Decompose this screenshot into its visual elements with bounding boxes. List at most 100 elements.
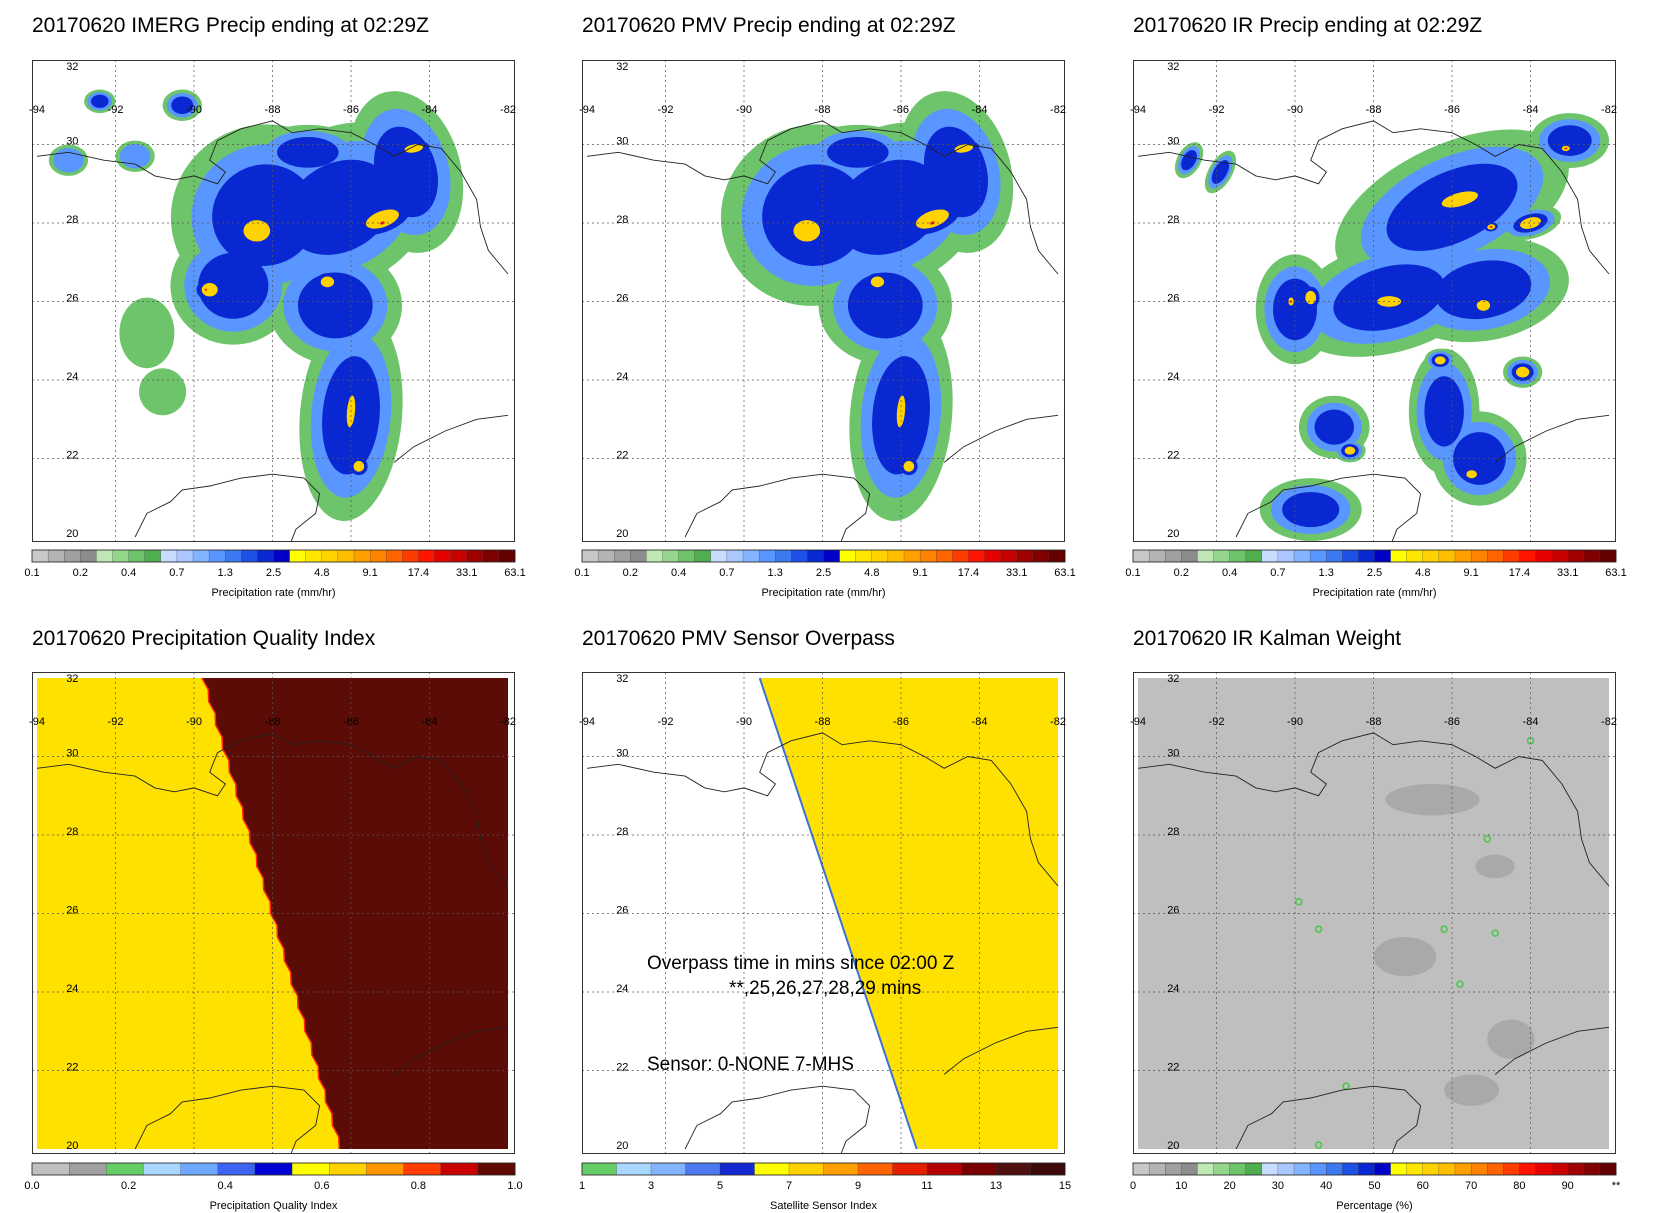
lon-label: -84 <box>972 104 988 116</box>
colorbar-swatch <box>31 549 49 563</box>
coastline <box>943 1026 1059 1075</box>
colorbar-swatch <box>1326 549 1343 563</box>
pqi-high-region <box>201 678 508 1149</box>
colorbar-swatch <box>616 1162 652 1176</box>
lat-label: 28 <box>1167 826 1179 838</box>
colorbar-swatch <box>1406 549 1424 563</box>
colorbar-swatch <box>273 549 291 563</box>
colorbar-swatch <box>1342 549 1359 563</box>
precip-cell <box>1181 150 1197 171</box>
lon-label: -90 <box>1287 104 1303 116</box>
lon-label: -88 <box>815 716 831 728</box>
colorbar-swatch <box>719 1162 755 1176</box>
colorbar-swatch <box>291 1162 330 1176</box>
coastline <box>586 732 1059 887</box>
lat-label: 26 <box>616 905 628 917</box>
colorbar-tick-label: 0 <box>1130 1180 1136 1192</box>
colorbar-swatch <box>1245 1162 1263 1176</box>
colorbar-swatch <box>498 549 516 563</box>
lon-label: -82 <box>1601 104 1617 116</box>
map-frame <box>582 60 1065 542</box>
map-frame <box>32 60 515 542</box>
overpass-annotation: Overpass time in mins since 02:00 Z <box>647 953 955 974</box>
colorbar-swatch <box>1165 1162 1182 1176</box>
precip-cell <box>1466 470 1477 479</box>
colorbar-swatch <box>1390 549 1408 563</box>
colorbar-tick-label: 2.5 <box>816 567 831 579</box>
colorbar-swatch <box>726 549 744 563</box>
coastline <box>586 120 1059 275</box>
colorbar-tick-label: 5 <box>717 1180 723 1192</box>
precip-cell <box>870 276 885 288</box>
colorbar-title: Percentage (%) <box>1336 1200 1412 1212</box>
colorbar-swatch <box>1567 1162 1585 1176</box>
colorbar-swatch <box>710 549 728 563</box>
lon-label: -86 <box>893 104 909 116</box>
colorbar-tick-label: ** <box>1612 1180 1621 1192</box>
kalman-contour <box>1314 925 1323 934</box>
coastline <box>36 732 509 887</box>
lon-label: -94 <box>1130 716 1146 728</box>
precip-cell <box>1211 160 1230 184</box>
lat-label: 22 <box>66 1062 78 1074</box>
lat-label: 26 <box>616 293 628 305</box>
lat-label: 30 <box>1167 748 1179 760</box>
colorbar-swatch <box>758 549 776 563</box>
panel-title: 20170620 IR Kalman Weight <box>1133 627 1402 650</box>
colorbar-swatch <box>855 549 873 563</box>
precip-cell <box>903 461 915 472</box>
colorbar: 0 10 20 30 40 50 60 70 80 90 ** Percentage (%) <box>1130 1162 1621 1212</box>
lon-label: -86 <box>1444 716 1460 728</box>
lat-label: 30 <box>616 748 628 760</box>
colorbar-tick-label: 4.8 <box>864 567 879 579</box>
colorbar-swatch <box>1132 549 1150 563</box>
lat-label: 24 <box>616 371 628 383</box>
lat-label: 28 <box>66 826 78 838</box>
lon-label: -90 <box>186 104 202 116</box>
precip-cell <box>1547 125 1592 156</box>
lon-label: -92 <box>1209 104 1225 116</box>
colorbar-tick-label: 80 <box>1513 1180 1525 1192</box>
colorbar-swatch <box>926 1162 962 1176</box>
colorbar-swatch <box>1567 549 1585 563</box>
precip-cell <box>1305 290 1317 305</box>
colorbar-tick-label: 17.4 <box>958 567 979 579</box>
colorbar-swatch <box>678 549 696 563</box>
lat-label: 32 <box>616 61 628 73</box>
coastline <box>1235 1085 1422 1154</box>
colorbar-swatch <box>1422 1162 1440 1176</box>
lon-label: -82 <box>500 104 516 116</box>
coastline <box>1494 1026 1610 1075</box>
colorbar-tick-label: 7 <box>786 1180 792 1192</box>
colorbar-tick-label: 70 <box>1465 1180 1477 1192</box>
lat-label: 24 <box>616 983 628 995</box>
colorbar-title: Precipitation rate (mm/hr) <box>211 587 335 599</box>
coastline <box>1137 732 1610 887</box>
colorbar-swatch <box>386 549 403 563</box>
coastline <box>1235 473 1422 542</box>
precip-cell <box>201 283 218 297</box>
precip-cell <box>204 288 207 291</box>
colorbar-swatch <box>31 1162 70 1176</box>
colorbar-tick-label: 11 <box>921 1180 932 1192</box>
map-frame <box>1133 672 1616 1154</box>
colorbar-swatch <box>128 549 146 563</box>
colorbar-title: Precipitation rate (mm/hr) <box>761 587 885 599</box>
colorbar-tick-label: 0.4 <box>1222 567 1237 579</box>
lat-label: 22 <box>616 1062 628 1074</box>
colorbar-swatch <box>217 1162 256 1176</box>
lon-label: -90 <box>186 716 202 728</box>
colorbar-tick-label: 40 <box>1320 1180 1332 1192</box>
colorbar-swatch <box>857 1162 893 1176</box>
colorbar-swatch <box>1454 1162 1472 1176</box>
lat-label: 24 <box>1167 983 1179 995</box>
colorbar-title: Satellite Sensor Index <box>770 1200 878 1212</box>
lon-label: -84 <box>972 716 988 728</box>
colorbar-tick-label: 17.4 <box>1509 567 1530 579</box>
lat-label: 30 <box>66 136 78 148</box>
colorbar-swatch <box>329 1162 367 1176</box>
precip-cell <box>1344 446 1356 455</box>
precip-cell <box>119 297 175 369</box>
kalman-contour <box>1483 835 1492 843</box>
lon-label: -84 <box>422 104 438 116</box>
